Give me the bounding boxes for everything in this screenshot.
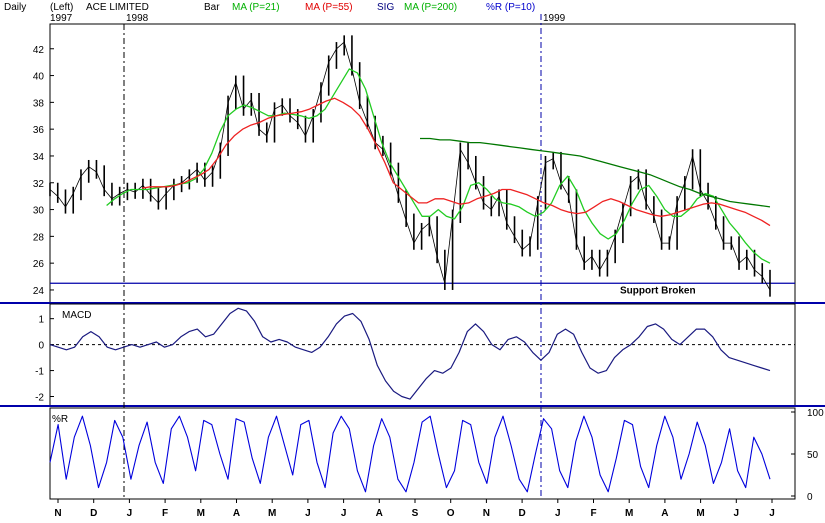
- month-label: M: [696, 508, 704, 519]
- price-series-line: [49, 41, 771, 291]
- month-label: M: [625, 508, 633, 519]
- pctr-panel-label: %R: [52, 414, 68, 425]
- price-tick-label: 26: [33, 259, 45, 270]
- month-label: A: [661, 508, 668, 519]
- axes: 42 40 38 36 34 32 30 28 26 24 1 0 -1 -2 100 50 0 N D J F M A M J…: [33, 45, 824, 519]
- month-label: J: [555, 508, 561, 519]
- pctr-tick-label: 50: [807, 450, 819, 461]
- legend-entry: Bar: [204, 2, 220, 13]
- month-label: J: [734, 508, 740, 519]
- month-label: O: [447, 508, 455, 519]
- month-label: D: [518, 508, 525, 519]
- price-tick-label: 38: [33, 98, 45, 109]
- header-start-year: 1997: [50, 13, 73, 24]
- price-tick-label: 36: [33, 125, 45, 136]
- legend-entry: MA (P=200): [404, 2, 457, 13]
- marks: [49, 35, 771, 493]
- price-panel-frame: [49, 23, 796, 304]
- month-label: D: [90, 508, 97, 519]
- year-label-1999: 1999: [543, 13, 566, 24]
- month-label: N: [54, 508, 61, 519]
- price-tick-label: 34: [33, 152, 45, 163]
- macd-tick-label: 1: [38, 315, 44, 326]
- legend-entry: SIG: [377, 2, 394, 13]
- month-label: J: [127, 508, 133, 519]
- ma200-series-line: [420, 137, 771, 208]
- macd-tick-label: -1: [35, 367, 44, 378]
- month-label: F: [590, 508, 596, 519]
- price-tick-label: 42: [33, 45, 45, 56]
- macd-series-line: [49, 307, 771, 400]
- month-label: J: [305, 508, 311, 519]
- indicator-legend: Bar MA (P=21) MA (P=55) SIG MA (P=200) %R (P=…: [204, 2, 535, 13]
- legend-entry: MA (P=55): [305, 2, 353, 13]
- macd-panel-label: MACD: [62, 310, 91, 321]
- macd-panel-frame: [49, 303, 796, 407]
- price-tick-label: 40: [33, 72, 45, 83]
- header-title: ACE LIMITED: [86, 2, 149, 13]
- month-label: A: [376, 508, 383, 519]
- month-label: J: [769, 508, 775, 519]
- pctr-tick-label: 100: [807, 408, 824, 419]
- month-label: M: [197, 508, 205, 519]
- ma55-series-line: [142, 97, 771, 227]
- month-label: A: [233, 508, 240, 519]
- pctr-series-line: [49, 415, 771, 493]
- legend-entry: MA (P=21): [232, 2, 280, 13]
- price-tick-label: 28: [33, 232, 45, 243]
- year-label-1998: 1998: [126, 13, 149, 24]
- legend-entry: %R (P=10): [486, 2, 535, 13]
- header-axis-note: (Left): [50, 2, 73, 13]
- month-label: M: [268, 508, 276, 519]
- support-annotation: Support Broken: [620, 285, 696, 296]
- month-label: F: [162, 508, 168, 519]
- pctr-tick-label: 0: [807, 492, 813, 503]
- price-tick-label: 30: [33, 206, 45, 217]
- ma21-series-line: [106, 68, 771, 264]
- price-tick-label: 24: [33, 286, 45, 297]
- price-tick-label: 32: [33, 179, 45, 190]
- macd-tick-label: 0: [38, 341, 44, 352]
- month-label: N: [483, 508, 490, 519]
- month-label: J: [341, 508, 347, 519]
- macd-tick-label: -2: [35, 393, 44, 404]
- month-label: S: [412, 508, 419, 519]
- header-period: Daily: [4, 2, 26, 13]
